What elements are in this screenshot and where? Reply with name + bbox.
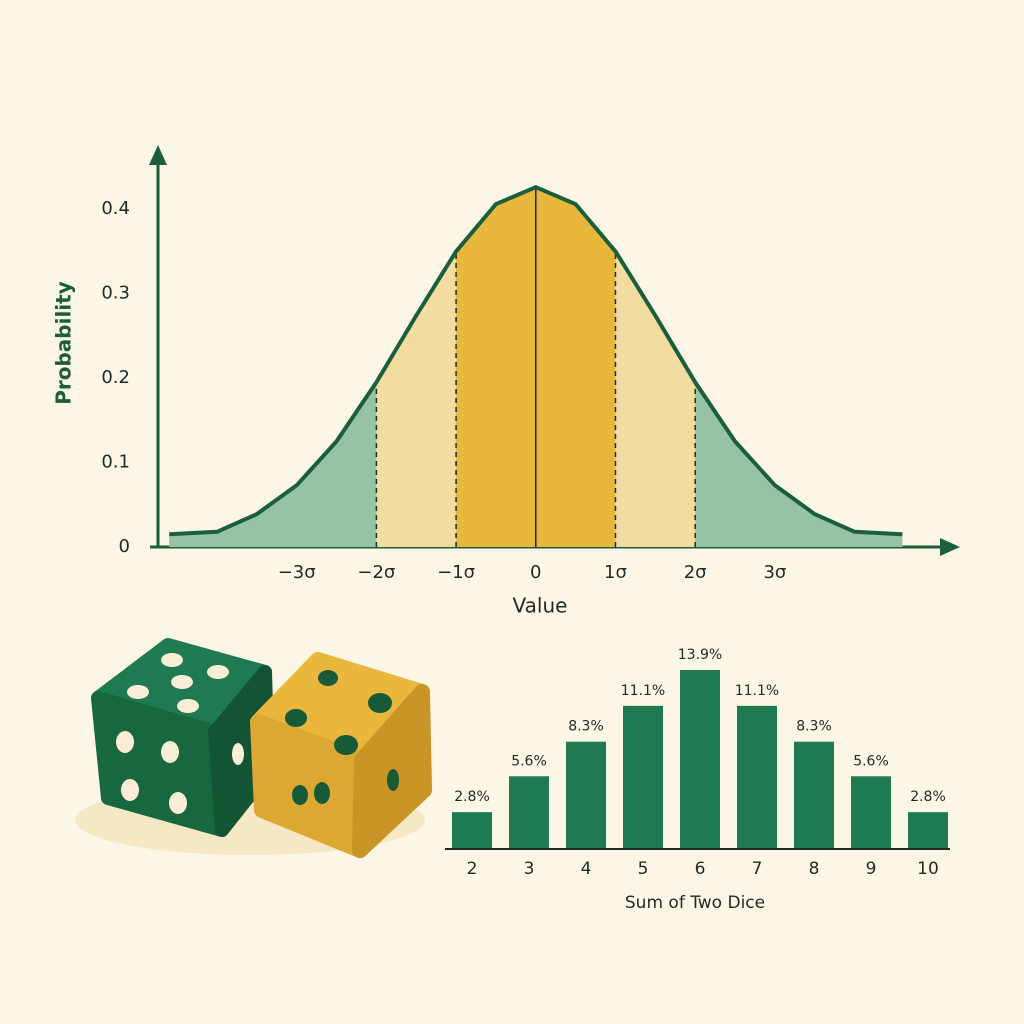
x-axis-label: Sum of Two Dice [625,893,765,913]
value-label: 11.1% [735,683,779,699]
y-tick-label: 0 [119,536,130,557]
x-tick-label: −2σ [357,562,395,583]
y-tick-label: 0.4 [101,198,130,219]
x-tick-label: 6 [695,859,706,879]
x-tick-label: 1σ [604,562,627,583]
x-tick-label: −1σ [437,562,475,583]
x-tick-label: 10 [917,859,939,879]
x-tick-label: 4 [581,859,592,879]
bar [908,812,948,848]
y-tick-label: 0.2 [101,367,130,388]
y-axis-label: Probability [52,281,76,405]
bar [794,741,834,848]
y-tick-label: 0.1 [101,452,130,473]
x-axis-label: Value [513,594,568,618]
x-tick-label: 0 [530,562,541,583]
curve [169,185,903,537]
bar [509,776,549,848]
x-tick-label: 3 [524,859,535,879]
x-tick-label: 3σ [763,562,786,583]
value-label: 5.6% [511,753,547,769]
value-label: 8.3% [796,719,832,735]
x-tick-label: 2 [467,859,478,879]
x-tick-label: 7 [752,859,763,879]
value-label: 2.8% [454,789,490,805]
bar [623,705,663,848]
x-tick-label: 2σ [684,562,707,583]
value-label: 13.9% [678,647,722,663]
bar [452,812,492,848]
bar [566,741,606,848]
x-tick-label: 5 [638,859,649,879]
value-label: 11.1% [621,683,665,699]
x-tick-label: −3σ [278,562,316,583]
bar [851,776,891,848]
value-label: 8.3% [568,719,604,735]
value-label: 2.8% [910,789,946,805]
x-tick-label: 9 [866,859,877,879]
x-tick-label: 8 [809,859,820,879]
value-label: 5.6% [853,753,889,769]
bar [737,705,777,848]
y-tick-label: 0.3 [101,283,130,304]
bar [680,670,720,848]
dice [75,638,432,858]
